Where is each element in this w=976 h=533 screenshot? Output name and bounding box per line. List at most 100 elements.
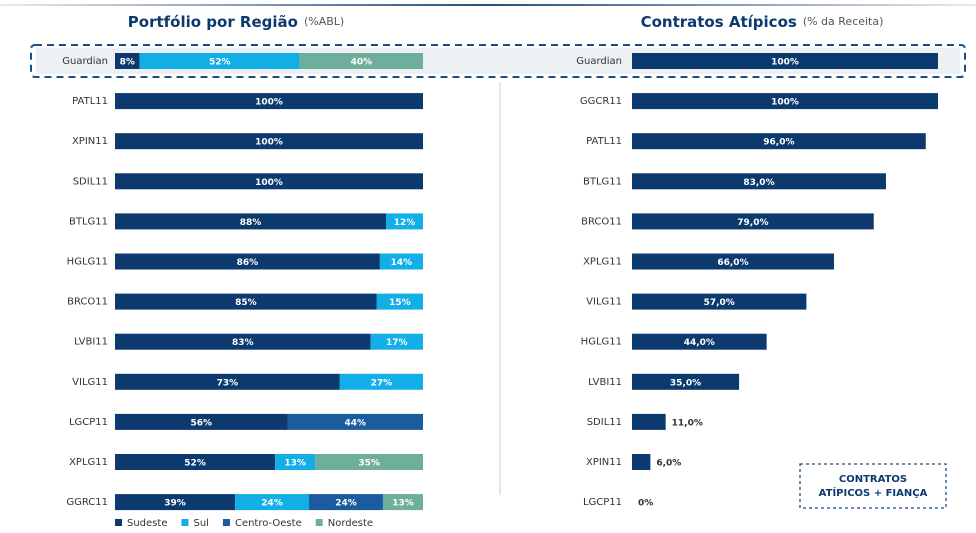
category-label: XPLG11 [69, 457, 108, 468]
bar-segment [115, 53, 140, 69]
category-label: BRCO11 [581, 216, 622, 227]
legend-label: Centro-Oeste [235, 518, 302, 529]
value-label: 44% [344, 418, 366, 428]
value-label: 14% [391, 258, 413, 268]
bar-segment [115, 173, 423, 190]
value-label: 100% [255, 138, 283, 148]
legend-label: Nordeste [328, 518, 373, 529]
subtitle: (%ABL) [304, 15, 344, 28]
value-label: 73% [217, 378, 239, 388]
bar [632, 293, 807, 310]
category-label: XPIN11 [586, 457, 622, 468]
bar-segment [275, 454, 316, 470]
category-label: BTLG11 [583, 176, 622, 187]
annotation: CONTRATOS [839, 474, 907, 485]
bar [632, 133, 926, 150]
value-label: 96,0% [763, 138, 794, 148]
value-label: 85% [235, 298, 257, 308]
annotation: ATÍPICOS + FIANÇA [819, 486, 928, 499]
value-label: 100% [771, 58, 799, 68]
value-label: 40% [351, 58, 373, 68]
bar-segment [315, 454, 423, 470]
legend-swatch [222, 519, 230, 526]
title: Contratos Atípicos [641, 13, 797, 31]
category-label: Guardian [62, 56, 108, 67]
bar-segment [370, 333, 423, 350]
bar-segment [376, 293, 423, 310]
subtitle: (% da Receita) [803, 15, 884, 28]
bar-segment [115, 373, 340, 390]
bar-segment [115, 213, 387, 230]
value-label: 39% [164, 499, 186, 509]
value-label: 6,0% [656, 459, 681, 469]
bar-segment [115, 413, 288, 430]
category-label: LVBI11 [74, 337, 108, 348]
value-label: 86% [237, 258, 259, 268]
category-label: PATL11 [72, 96, 108, 107]
category-label: BRCO11 [67, 297, 108, 308]
legend-swatch [115, 519, 122, 526]
bar [632, 413, 666, 430]
bar-segment [339, 373, 423, 390]
bar [632, 93, 938, 110]
value-label: 57,0% [704, 298, 735, 308]
bar-segment [309, 494, 383, 511]
bar-segment [115, 333, 371, 350]
bar-segment [299, 53, 423, 69]
value-label: 88% [240, 218, 262, 228]
bar [632, 213, 874, 230]
bar-segment [379, 253, 423, 270]
category-label: GGRC11 [66, 497, 108, 508]
value-label: 52% [184, 459, 206, 469]
value-label: 100% [255, 98, 283, 108]
value-label: 83,0% [743, 178, 774, 188]
legend-swatch [181, 519, 189, 526]
highlight-box [30, 44, 966, 78]
bar-segment [386, 213, 423, 230]
value-label: 79,0% [737, 218, 768, 228]
legend-label: Sudeste [127, 518, 167, 529]
value-label: 52% [209, 58, 231, 68]
category-label: VILG11 [72, 377, 108, 388]
value-label: 24% [261, 499, 283, 509]
category-label: GGCR11 [580, 96, 622, 107]
bar-segment [139, 53, 300, 69]
category-label: SDIL11 [73, 176, 108, 187]
value-label: 12% [394, 218, 416, 228]
left-title: Portfólio por Região (%ABL) [128, 13, 344, 31]
category-label: BTLG11 [69, 216, 108, 227]
value-label: 44,0% [684, 338, 715, 348]
top-rule [0, 4, 976, 6]
value-label: 13% [392, 499, 414, 509]
bar [632, 454, 651, 470]
value-label: 0% [638, 499, 653, 509]
bar-segment [115, 494, 236, 511]
bar-segment [382, 494, 423, 511]
legend-swatch [315, 519, 323, 526]
value-label: 83% [232, 338, 254, 348]
bar-segment [115, 253, 380, 270]
bar-segment [115, 93, 423, 110]
bar-segment [115, 293, 377, 310]
bar [632, 253, 834, 270]
bar [632, 53, 938, 69]
value-label: 66,0% [717, 258, 748, 268]
value-label: 13% [284, 459, 306, 469]
bar-segment [115, 133, 423, 150]
category-label: PATL11 [586, 136, 622, 147]
annotation-box [799, 463, 947, 509]
value-label: 11,0% [672, 418, 703, 428]
right-title: Contratos Atípicos (% da Receita) [641, 13, 884, 31]
category-label: LGCP11 [583, 497, 622, 508]
value-label: 8% [120, 58, 135, 68]
category-label: XPIN11 [72, 136, 108, 147]
category-label: Guardian [576, 56, 622, 67]
bar [632, 373, 740, 390]
value-label: 56% [190, 418, 212, 428]
category-label: SDIL11 [587, 417, 622, 428]
category-label: HGLG11 [581, 337, 622, 348]
bar-segment [115, 454, 276, 470]
bar-segment [235, 494, 310, 511]
value-label: 27% [371, 378, 393, 388]
value-label: 15% [389, 298, 411, 308]
